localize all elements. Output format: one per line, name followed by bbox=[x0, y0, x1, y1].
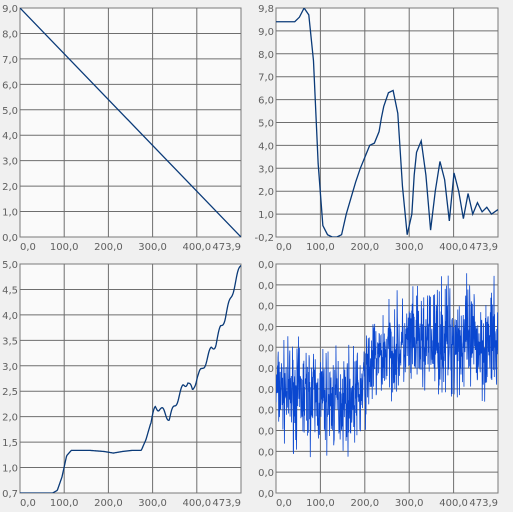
x-tick-label: 473,9 bbox=[212, 498, 241, 509]
x-tick-label: 300,0 bbox=[395, 242, 424, 253]
x-tick-label: 0,0 bbox=[276, 242, 292, 253]
y-tick-label: 0,0 bbox=[258, 489, 274, 500]
x-tick-label: 0,0 bbox=[276, 498, 292, 509]
chart-rising-steps: 0,0 100,0 200,0 300,0 400,0 473,9 0,7 1,0 1,5 2,0… bbox=[2, 260, 242, 509]
x-tick-label: 300,0 bbox=[138, 242, 167, 253]
y-tick-label: 8,0 bbox=[258, 50, 274, 61]
y-tick-label: 9,8 bbox=[258, 4, 274, 15]
noise-series-line bbox=[276, 273, 498, 458]
y-tick-label: 0,0 bbox=[258, 343, 274, 354]
y-tick-label: 4,0 bbox=[258, 141, 274, 152]
x-tick-label: 200,0 bbox=[94, 498, 123, 509]
x-tick-label: 300,0 bbox=[138, 498, 167, 509]
x-tick-label: 200,0 bbox=[350, 498, 379, 509]
y-tick-label: 4,0 bbox=[2, 311, 18, 322]
y-tick-label: 7,0 bbox=[2, 55, 18, 66]
y-tick-label: 0,0 bbox=[2, 233, 18, 244]
y-tick-label: 1,0 bbox=[258, 210, 274, 221]
x-tick-label: 100,0 bbox=[50, 498, 79, 509]
y-tick-label: 5,0 bbox=[258, 119, 274, 130]
y-tick-label: 2,0 bbox=[258, 187, 274, 198]
y-tick-label: 0,0 bbox=[258, 468, 274, 479]
y-tick-label: 3,0 bbox=[2, 362, 18, 373]
x-tick-label: 300,0 bbox=[395, 498, 424, 509]
y-tick-label: 5,0 bbox=[2, 106, 18, 117]
x-tick-label: 0,0 bbox=[20, 498, 36, 509]
chart-line-descending: 0,0 100,0 200,0 300,0 400,0 473,9 0,0 1,0 2,0 3,0… bbox=[2, 4, 242, 253]
y-tick-label: 6,0 bbox=[258, 96, 274, 107]
x-tick-label: 0,0 bbox=[20, 242, 36, 253]
y-tick-label: 8,0 bbox=[2, 29, 18, 40]
series-line bbox=[20, 8, 241, 237]
x-tick-label: 100,0 bbox=[306, 242, 335, 253]
y-tick-label: 3,0 bbox=[2, 157, 18, 168]
y-tick-label: 1,0 bbox=[2, 464, 18, 475]
y-tick-label: 0,0 bbox=[258, 406, 274, 417]
series-line bbox=[276, 8, 498, 237]
x-tick-label: 400,0 bbox=[182, 242, 211, 253]
y-tick-label: 9,0 bbox=[258, 27, 274, 38]
y-tick-label: 6,0 bbox=[2, 80, 18, 91]
y-tick-label: 0,0 bbox=[258, 447, 274, 458]
y-tick-label: 7,0 bbox=[258, 73, 274, 84]
chart-damped-oscillation: 0,0 100,0 200,0 300,0 400,0 473,9 -0,2 1,0 2,0 3,… bbox=[254, 4, 499, 253]
y-tick-label: 3,0 bbox=[258, 164, 274, 175]
x-tick-label: 473,9 bbox=[212, 242, 241, 253]
y-tick-label: 5,0 bbox=[2, 260, 18, 271]
x-tick-label: 473,9 bbox=[469, 498, 498, 509]
y-tick-label: 9,0 bbox=[2, 4, 18, 15]
chart-noise-signal: 0,0 100,0 200,0 300,0 400,0 473,90,00,00,00,0… bbox=[258, 260, 499, 509]
y-tick-label: 0,7 bbox=[2, 489, 18, 500]
y-tick-label: 0,0 bbox=[258, 385, 274, 396]
x-tick-label: 100,0 bbox=[50, 242, 79, 253]
y-tick-label: 4,5 bbox=[2, 285, 18, 296]
y-tick-label: 0,0 bbox=[258, 427, 274, 438]
y-tick-label: 0,0 bbox=[258, 302, 274, 313]
x-tick-label: 200,0 bbox=[94, 242, 123, 253]
y-tick-label: 2,0 bbox=[2, 182, 18, 193]
y-tick-label: 0,0 bbox=[258, 322, 274, 333]
y-tick-label: 4,0 bbox=[2, 131, 18, 142]
plot-area bbox=[19, 263, 242, 494]
y-tick-label: 2,0 bbox=[2, 413, 18, 424]
y-tick-label: 2,5 bbox=[2, 387, 18, 398]
x-tick-label: 200,0 bbox=[350, 242, 379, 253]
x-tick-label: 400,0 bbox=[439, 498, 468, 509]
y-tick-label: -0,2 bbox=[254, 233, 274, 244]
y-tick-label: 0,0 bbox=[258, 260, 274, 271]
y-tick-label: 0,0 bbox=[258, 364, 274, 375]
x-tick-label: 473,9 bbox=[469, 242, 498, 253]
series-line bbox=[20, 264, 241, 493]
y-tick-label: 0,0 bbox=[258, 281, 274, 292]
x-tick-label: 400,0 bbox=[439, 242, 468, 253]
y-tick-label: 1,5 bbox=[2, 438, 18, 449]
x-tick-label: 400,0 bbox=[182, 498, 211, 509]
y-tick-label: 3,5 bbox=[2, 336, 18, 347]
y-tick-label: 1,0 bbox=[2, 208, 18, 219]
x-tick-label: 100,0 bbox=[306, 498, 335, 509]
